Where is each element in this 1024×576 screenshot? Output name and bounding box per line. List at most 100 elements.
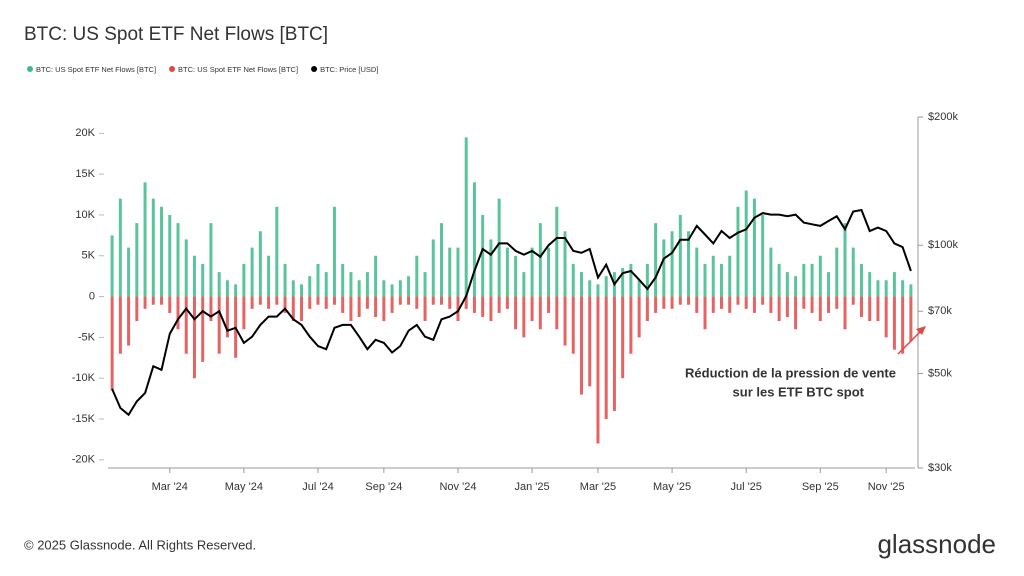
bar [884, 296, 888, 338]
bar [752, 198, 756, 297]
bar [209, 223, 213, 297]
bar [687, 296, 691, 305]
bar [127, 296, 131, 346]
bar [761, 296, 765, 305]
bar [827, 272, 831, 297]
bar [736, 296, 740, 305]
bar [859, 296, 863, 317]
bar [332, 206, 336, 297]
bar [143, 296, 147, 309]
bar [728, 296, 732, 313]
x-tick-label: Nov '24 [439, 481, 476, 493]
bar [588, 280, 592, 297]
chart-title: BTC: US Spot ETF Net Flows [BTC] [24, 24, 328, 45]
bar [621, 296, 625, 379]
bar [283, 296, 287, 313]
bar [621, 268, 625, 297]
bar [703, 263, 707, 297]
bar [283, 263, 287, 297]
bar [267, 255, 271, 297]
y-tick-label: 15K [75, 168, 95, 180]
bar [818, 255, 822, 297]
bar [843, 223, 847, 297]
bar [382, 296, 386, 322]
bar [481, 214, 485, 297]
bar [670, 231, 674, 297]
x-tick-label: Jul '25 [730, 481, 761, 493]
bar [118, 296, 122, 354]
legend: BTC: US Spot ETF Net Flows [BTC] BTC: US … [27, 65, 378, 74]
bar [308, 276, 312, 297]
bar [456, 296, 460, 322]
bar [547, 247, 551, 297]
y-tick-label: 0 [89, 290, 95, 302]
bar [596, 284, 600, 297]
bar [489, 239, 493, 297]
bar [357, 280, 361, 297]
bar [168, 296, 172, 313]
bar [316, 263, 320, 297]
bar [341, 263, 345, 297]
bar [670, 296, 674, 309]
legend-label: BTC: Price [USD] [320, 65, 378, 74]
bar [719, 263, 723, 297]
y-tick-label: -5K [78, 331, 96, 343]
bar [300, 284, 304, 297]
annotation: sur les ETF BTC spot [733, 384, 865, 399]
bar [876, 280, 880, 297]
bar [176, 223, 180, 297]
bar [555, 206, 559, 297]
y-tick-label: 5K [82, 250, 96, 262]
bar [300, 296, 304, 322]
bar [777, 263, 781, 297]
bar [192, 296, 196, 379]
bar [234, 284, 238, 297]
bar [217, 272, 221, 297]
bar [769, 296, 773, 313]
y-tick-label: 10K [75, 209, 95, 221]
bar [695, 296, 699, 313]
annotation: Réduction de la pression de vente [685, 365, 896, 380]
bar [135, 223, 139, 297]
legend-marker [27, 66, 33, 72]
legend-marker [169, 66, 176, 72]
bar [604, 296, 608, 420]
bar [308, 296, 312, 309]
bar [835, 247, 839, 297]
bar [332, 296, 336, 305]
bar [662, 239, 666, 297]
bar [250, 247, 254, 297]
bar [711, 296, 715, 313]
bar [522, 296, 526, 338]
bar [522, 272, 526, 297]
bar [703, 296, 707, 330]
bar [892, 272, 896, 297]
bar [851, 296, 855, 305]
bar [464, 137, 468, 297]
y-tick-label: -15K [72, 413, 96, 425]
bar [440, 223, 444, 297]
bar [497, 198, 501, 297]
y-tick-label: -10K [72, 372, 96, 384]
bar [365, 272, 369, 297]
bar [637, 296, 641, 338]
bar [843, 296, 847, 330]
bar [151, 198, 155, 297]
bar [505, 247, 509, 297]
bar [744, 190, 748, 297]
bar [489, 296, 493, 322]
bar [135, 296, 139, 322]
bar [365, 296, 369, 309]
bar [588, 296, 592, 387]
bar [127, 247, 131, 297]
x-tick-label: Mar '25 [580, 481, 616, 493]
bar [555, 296, 559, 330]
x-tick-label: May '25 [653, 481, 691, 493]
bar [472, 182, 476, 297]
y-tick-label: -20K [72, 454, 96, 466]
bar [398, 296, 402, 305]
bar [431, 239, 435, 297]
bar [629, 263, 633, 297]
bar [678, 296, 682, 305]
bar [538, 296, 542, 330]
